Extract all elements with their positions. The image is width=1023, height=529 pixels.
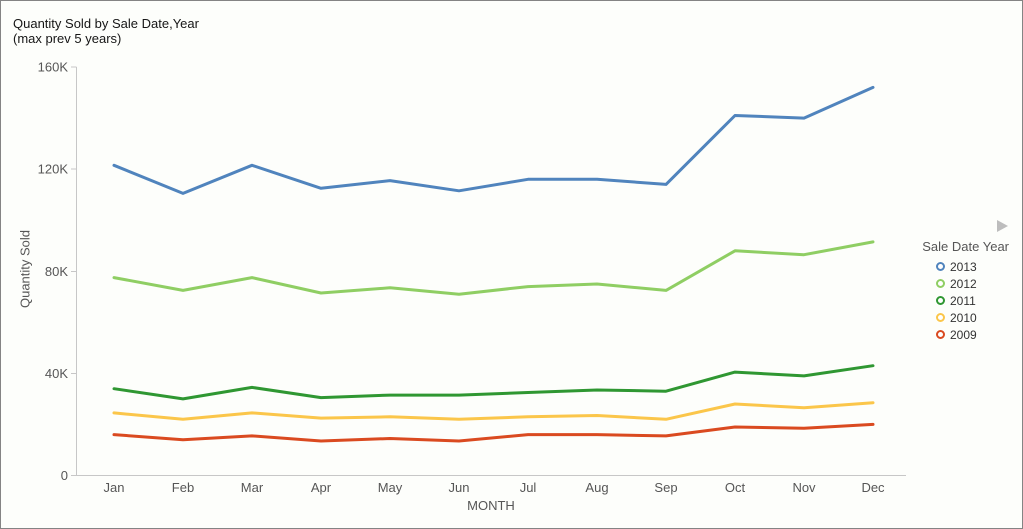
x-tick-label: Apr <box>311 480 332 495</box>
x-tick-label: Feb <box>172 480 194 495</box>
legend-item-label: 2011 <box>950 293 976 308</box>
legend-title: Sale Date Year <box>922 239 1009 254</box>
y-tick-label: 80K <box>45 264 68 279</box>
x-tick-label: Oct <box>725 480 746 495</box>
legend-marker-2013-icon <box>936 262 945 271</box>
series-line-2009[interactable] <box>112 422 875 443</box>
legend-marker-2011-icon <box>936 296 945 305</box>
series-line-2012[interactable] <box>112 240 875 296</box>
legend-expander-icon[interactable] <box>997 220 1008 232</box>
legend-item-2011[interactable]: 2011 <box>908 292 1009 309</box>
legend-marker-2012-icon <box>936 279 945 288</box>
x-tick-label: Sep <box>654 480 677 495</box>
y-tick-label: 0 <box>61 468 68 483</box>
legend-item-2009[interactable]: 2009 <box>908 326 1009 343</box>
x-axis-label: MONTH <box>467 498 515 513</box>
y-tick-label: 40K <box>45 366 68 381</box>
x-tick-label: Dec <box>861 480 885 495</box>
y-tick-label: 120K <box>38 162 69 177</box>
legend-item-2010[interactable]: 2010 <box>908 309 1009 326</box>
x-tick-label: Mar <box>241 480 264 495</box>
legend: Sale Date Year 2013 2012 2011 2010 2009 <box>908 239 1009 343</box>
legend-item-2012[interactable]: 2012 <box>908 275 1009 292</box>
legend-marker-2010-icon <box>936 313 945 322</box>
chart-title: Quantity Sold by Sale Date,Year (max pre… <box>13 16 199 46</box>
legend-item-2013[interactable]: 2013 <box>908 258 1009 275</box>
legend-item-label: 2012 <box>950 276 977 291</box>
legend-marker-2009-icon <box>936 330 945 339</box>
series-line-2013[interactable] <box>112 85 875 195</box>
y-tick-label: 160K <box>38 60 69 75</box>
legend-item-label: 2010 <box>950 310 977 325</box>
x-tick-label: Aug <box>585 480 608 495</box>
series-line-2010[interactable] <box>112 401 875 421</box>
chart-title-line1: Quantity Sold by Sale Date,Year <box>13 16 199 31</box>
x-tick-label: Jun <box>449 480 470 495</box>
x-tick-label: Jan <box>104 480 125 495</box>
legend-item-label: 2013 <box>950 259 977 274</box>
x-tick-label: May <box>378 480 403 495</box>
x-tick-label: Nov <box>792 480 816 495</box>
x-tick-label: Jul <box>520 480 537 495</box>
chart-title-line2: (max prev 5 years) <box>13 31 122 46</box>
legend-item-label: 2009 <box>950 327 977 342</box>
series-line-2011[interactable] <box>112 364 875 401</box>
